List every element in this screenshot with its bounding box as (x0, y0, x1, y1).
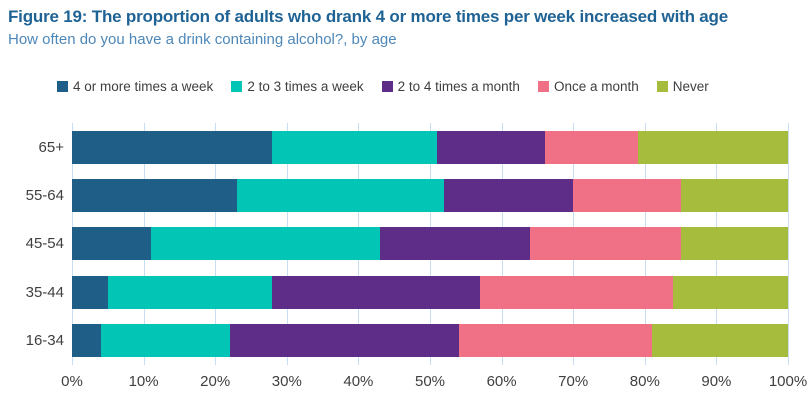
y-axis-label: 65+ (38, 138, 64, 156)
stacked-bar-16-34 (72, 324, 788, 358)
legend-swatch-icon (537, 81, 549, 92)
x-axis-tick-label: 90% (701, 373, 732, 390)
bar-segment (150, 227, 380, 261)
bar-segment (573, 179, 681, 213)
bar-segment (272, 275, 481, 309)
legend-item: Never (656, 79, 709, 94)
bar-segment (444, 179, 574, 213)
bar-segment (72, 227, 151, 261)
y-axis-label: 55-64 (25, 187, 64, 205)
bar-segment (100, 324, 230, 358)
stacked-bar-45-54 (72, 227, 788, 261)
x-axis-tick-label: 0% (61, 373, 83, 390)
bar-segment (544, 130, 638, 164)
bar-segment (72, 275, 108, 309)
y-axis-label: 35-44 (25, 283, 64, 301)
x-axis-tick-label: 100% (768, 373, 808, 390)
legend-label: 2 to 4 times a month (397, 79, 520, 94)
legend-item: 2 to 4 times a month (381, 79, 520, 94)
bar-segment (673, 275, 788, 309)
legend-label: 4 or more times a week (73, 79, 214, 94)
x-axis-tick-label: 80% (629, 373, 660, 390)
bar-segment (107, 275, 273, 309)
bar-segment (437, 130, 545, 164)
legend-label: Once a month (553, 79, 639, 94)
bar-segment (72, 324, 101, 358)
bar-segment (72, 130, 273, 164)
x-axis-tick-label: 70% (558, 373, 589, 390)
bar-segment (680, 179, 788, 213)
stacked-bar-35-44 (72, 275, 788, 309)
x-axis-tick-label: 60% (486, 373, 517, 390)
bar-segment (637, 130, 788, 164)
y-axis-label: 45-54 (25, 235, 64, 253)
legend-swatch-icon (57, 81, 68, 92)
legend-item: 2 to 3 times a week (231, 79, 364, 94)
bar-segment (458, 324, 652, 358)
legend-swatch-icon (656, 81, 668, 92)
legend-item: 4 or more times a week (57, 79, 213, 94)
x-axis-tick-label: 40% (343, 373, 374, 390)
bar-row (72, 220, 788, 268)
plot-area (72, 123, 789, 365)
legend-swatch-icon (231, 81, 243, 92)
bar-segment (236, 179, 445, 213)
x-axis-tick-label: 20% (200, 373, 231, 390)
figure-subtitle: How often do you have a drink containing… (8, 31, 397, 48)
x-axis-tick-label: 30% (271, 373, 302, 390)
stacked-bar-65+ (72, 130, 788, 164)
x-axis-tick-label: 10% (128, 373, 159, 390)
bar-segment (272, 130, 438, 164)
bar-segment (680, 227, 788, 261)
bar-row (72, 317, 788, 365)
bar-row (72, 268, 788, 316)
bar-row (72, 171, 788, 219)
legend: 4 or more times a week 2 to 3 times a wee… (57, 79, 807, 94)
legend-label: 2 to 3 times a week (247, 79, 364, 94)
bar-segment (379, 227, 531, 261)
stacked-bar-55-64 (72, 179, 788, 213)
x-axis-labels: 0% 10% 20% 30% 40% 50% 60% 70% 80% 90% 100% (61, 369, 807, 393)
gridline (788, 123, 789, 365)
bar-segment (530, 227, 681, 261)
legend-swatch-icon (381, 81, 393, 92)
stacked-bar-chart: 65+ 55-64 45-54 35-44 16-34 0% 10% 20% 30% 40% 50… (0, 123, 812, 393)
bar-segment (229, 324, 459, 358)
y-axis-labels: 65+ 55-64 45-54 35-44 16-34 (0, 123, 64, 365)
bar-segment (651, 324, 788, 358)
bar-segment (480, 275, 674, 309)
x-axis-tick-label: 50% (414, 373, 446, 390)
legend-label: Never (672, 79, 709, 94)
y-axis-label: 16-34 (25, 332, 64, 350)
bar-row (72, 123, 788, 171)
bar-segment (72, 179, 237, 213)
legend-item: Once a month (537, 79, 639, 94)
figure-title: Figure 19: The proportion of adults who … (8, 7, 728, 26)
